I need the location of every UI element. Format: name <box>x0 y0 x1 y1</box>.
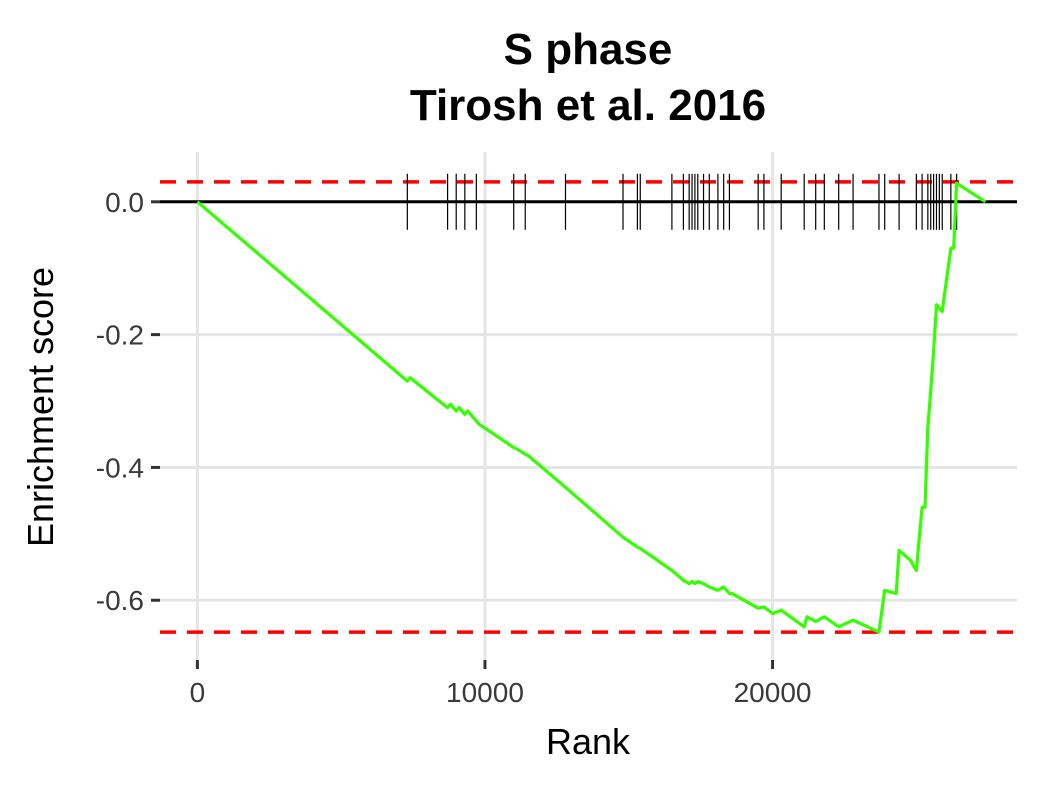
y-axis-label: Enrichment score <box>20 267 61 547</box>
chart-title-line-2: Tirosh et al. 2016 <box>410 81 766 130</box>
y-tick-label-1: -0.2 <box>96 320 144 351</box>
y-tick-label-2: -0.4 <box>96 452 144 483</box>
x-axis-label: Rank <box>546 721 631 762</box>
y-tick-label-0: 0.0 <box>105 187 144 218</box>
x-tick-label-0: 0 <box>190 677 206 708</box>
plot-area: 0 10000 20000 0.0 -0.2 -0.4 -0.6 <box>96 152 1017 708</box>
y-tick-label-3: -0.6 <box>96 585 144 616</box>
chart-title-line-1: S phase <box>504 25 673 74</box>
x-tick-label-1: 10000 <box>446 677 524 708</box>
x-tick-label-2: 20000 <box>734 677 812 708</box>
enrichment-curve <box>196 181 987 634</box>
